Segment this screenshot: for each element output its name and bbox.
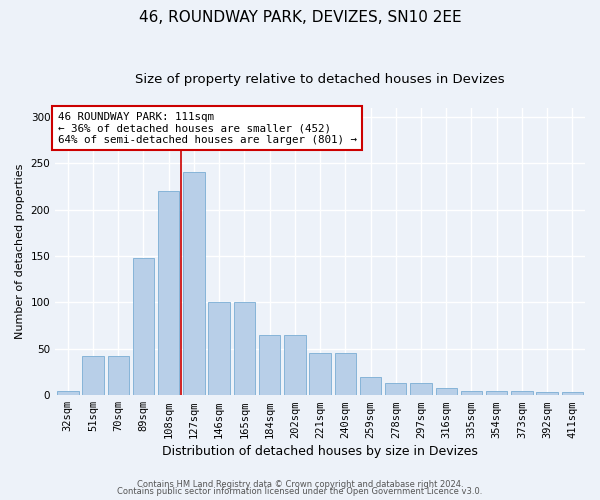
Bar	[158, 191, 179, 395]
Bar	[461, 390, 482, 395]
Bar	[335, 354, 356, 395]
Bar	[436, 388, 457, 395]
Bar	[233, 302, 255, 395]
Bar	[385, 383, 406, 395]
Bar	[259, 335, 280, 395]
Bar	[82, 356, 104, 395]
Text: 46 ROUNDWAY PARK: 111sqm
← 36% of detached houses are smaller (452)
64% of semi-: 46 ROUNDWAY PARK: 111sqm ← 36% of detach…	[58, 112, 357, 145]
Bar	[562, 392, 583, 395]
Bar	[310, 354, 331, 395]
Bar	[133, 258, 154, 395]
Title: Size of property relative to detached houses in Devizes: Size of property relative to detached ho…	[135, 72, 505, 86]
Bar	[57, 390, 79, 395]
Bar	[284, 335, 305, 395]
Text: Contains public sector information licensed under the Open Government Licence v3: Contains public sector information licen…	[118, 487, 482, 496]
Bar	[511, 390, 533, 395]
Text: Contains HM Land Registry data © Crown copyright and database right 2024.: Contains HM Land Registry data © Crown c…	[137, 480, 463, 489]
Bar	[208, 302, 230, 395]
Bar	[360, 376, 381, 395]
Y-axis label: Number of detached properties: Number of detached properties	[15, 164, 25, 339]
Text: 46, ROUNDWAY PARK, DEVIZES, SN10 2EE: 46, ROUNDWAY PARK, DEVIZES, SN10 2EE	[139, 10, 461, 25]
Bar	[183, 172, 205, 395]
Bar	[536, 392, 558, 395]
Bar	[410, 383, 432, 395]
X-axis label: Distribution of detached houses by size in Devizes: Distribution of detached houses by size …	[162, 444, 478, 458]
Bar	[486, 390, 508, 395]
Bar	[107, 356, 129, 395]
